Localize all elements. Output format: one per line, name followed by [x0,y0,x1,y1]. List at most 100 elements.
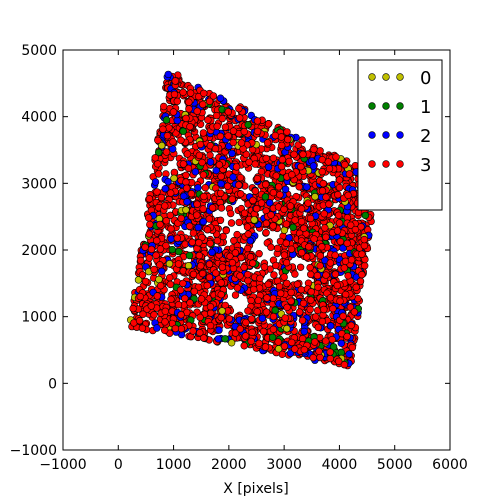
scatter-point-series-3 [297,217,306,226]
scatter-point-series-3 [223,182,232,190]
scatter-point-series-3 [288,338,296,347]
scatter-point-series-3 [341,161,349,169]
scatter-point-series-2 [264,163,273,171]
scatter-point-series-2 [214,335,223,343]
scatter-point-series-3 [310,235,318,243]
scatter-point-series-3 [186,299,194,307]
scatter-point-series-3 [231,249,240,257]
scatter-point-series-3 [331,270,340,278]
legend-label-0: 0 [420,68,431,89]
scatter-point-series-3 [318,317,327,326]
scatter-point-series-3 [272,172,280,180]
scatter-point-series-3 [322,271,330,279]
scatter-point-series-3 [290,150,298,159]
scatter-point-series-3 [306,214,315,223]
scatter-point-series-1 [168,246,177,254]
scatter-point-series-3 [205,215,214,223]
scatter-point-series-3 [300,224,308,233]
scatter-point-series-3 [282,259,291,267]
legend-marker-2 [382,131,390,139]
scatter-point-series-3 [231,291,240,299]
scatter-point-series-3 [313,271,322,280]
scatter-point-series-3 [304,199,312,207]
scatter-point-series-3 [232,163,241,171]
scatter-point-series-3 [267,243,275,251]
scatter-point-series-3 [217,313,225,322]
scatter-point-series-3 [269,189,278,197]
scatter-point-series-2 [180,192,188,200]
scatter-point-series-3 [253,205,261,213]
scatter-point-series-3 [150,311,158,319]
scatter-point-series-3 [335,357,343,365]
scatter-point-series-3 [319,179,327,188]
scatter-point-series-3 [185,98,193,106]
x-tick-label: 1000 [156,457,192,473]
scatter-point-series-0 [170,174,178,183]
scatter-point-series-3 [361,262,369,270]
scatter-point-series-1 [271,306,279,315]
scatter-point-series-3 [236,325,244,333]
scatter-point-series-3 [189,229,198,237]
scatter-point-series-3 [341,257,350,265]
scatter-point-series-3 [264,280,272,288]
scatter-point-series-3 [188,238,197,247]
scatter-point-series-3 [156,220,164,229]
scatter-point-series-3 [291,270,299,278]
scatter-point-series-3 [205,273,214,282]
scatter-point-series-3 [344,191,352,200]
scatter-point-series-2 [303,183,311,191]
scatter-point-series-3 [189,270,198,278]
scatter-point-series-3 [205,97,214,106]
scatter-point-series-3 [310,145,318,154]
scatter-point-series-3 [297,286,305,294]
scatter-point-series-3 [335,219,344,227]
scatter-point-series-3 [136,292,145,301]
scatter-point-series-3 [286,202,295,210]
scatter-point-series-3 [343,332,351,341]
scatter-point-series-3 [263,294,271,302]
scatter-point-series-3 [269,312,278,321]
scatter-point-series-3 [153,292,162,300]
scatter-point-series-3 [333,227,342,235]
scatter-point-series-3 [235,218,243,227]
scatter-point-series-3 [183,184,191,192]
scatter-point-series-2 [167,235,175,243]
scatter-point-series-3 [267,211,275,219]
scatter-point-series-2 [300,327,308,336]
scatter-point-series-3 [224,108,233,116]
scatter-point-series-3 [305,243,313,251]
scatter-point-series-3 [244,277,252,285]
scatter-point-series-3 [190,287,199,296]
scatter-point-series-2 [206,158,215,166]
scatter-point-series-3 [340,361,349,369]
scatter-point-series-3 [336,297,344,305]
scatter-point-series-3 [244,270,252,279]
scatter-point-series-1 [261,193,270,201]
scatter-point-series-3 [153,237,161,245]
scatter-point-series-3 [291,216,299,224]
x-tick-label: 6000 [432,457,468,473]
scatter-point-series-3 [307,296,315,304]
scatter-point-series-3 [324,158,332,166]
scatter-point-series-3 [200,192,208,201]
scatter-point-series-3 [184,164,193,173]
scatter-point-series-3 [262,180,270,189]
scatter-point-series-1 [244,120,252,129]
scatter-point-series-3 [162,242,170,250]
scatter-point-series-3 [275,183,283,191]
scatter-point-series-3 [350,308,359,316]
scatter-point-series-3 [151,154,159,162]
scatter-point-series-3 [335,176,344,184]
scatter-point-series-3 [247,337,255,345]
scatter-point-series-3 [297,163,305,171]
scatter-point-series-3 [187,190,196,198]
scatter-point-series-3 [283,303,291,312]
scatter-point-series-3 [201,184,210,192]
scatter-point-series-3 [135,317,144,325]
scatter-point-series-3 [254,296,262,305]
scatter-point-series-3 [139,310,147,318]
scatter-point-series-1 [162,116,171,124]
scatter-point-series-3 [145,230,154,238]
scatter-point-series-3 [196,313,204,322]
scatter-point-series-3 [222,226,231,235]
